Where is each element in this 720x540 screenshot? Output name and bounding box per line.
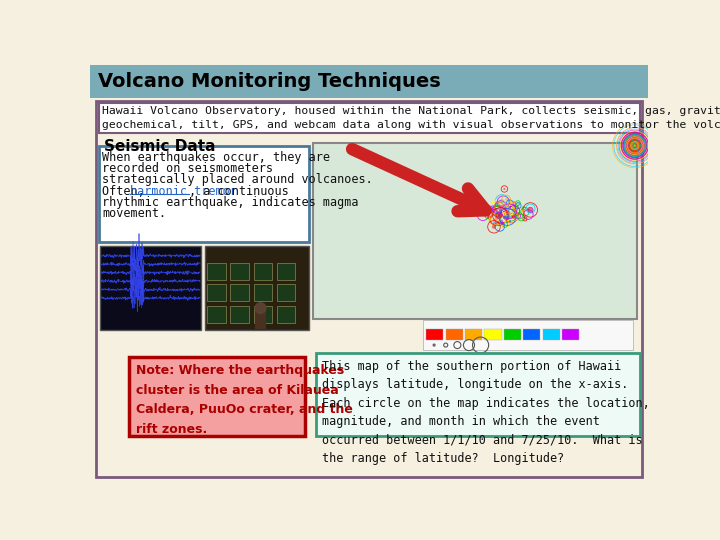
FancyBboxPatch shape bbox=[485, 329, 502, 340]
FancyBboxPatch shape bbox=[316, 353, 640, 436]
Circle shape bbox=[497, 205, 498, 206]
Circle shape bbox=[492, 225, 496, 229]
Text: Note: Where the earthquakes
cluster is the area of Kilauea
Caldera, PuuOo crater: Note: Where the earthquakes cluster is t… bbox=[137, 364, 354, 436]
Circle shape bbox=[512, 206, 514, 208]
Circle shape bbox=[514, 211, 516, 213]
Circle shape bbox=[524, 218, 526, 220]
Circle shape bbox=[486, 209, 488, 210]
Text: recorded on seismometers: recorded on seismometers bbox=[102, 162, 274, 175]
FancyBboxPatch shape bbox=[276, 262, 295, 280]
FancyBboxPatch shape bbox=[313, 143, 637, 319]
FancyBboxPatch shape bbox=[230, 284, 249, 301]
Circle shape bbox=[502, 208, 503, 209]
FancyBboxPatch shape bbox=[253, 262, 272, 280]
FancyBboxPatch shape bbox=[207, 284, 225, 301]
FancyBboxPatch shape bbox=[465, 329, 482, 340]
FancyBboxPatch shape bbox=[276, 306, 295, 323]
Circle shape bbox=[517, 205, 519, 207]
FancyBboxPatch shape bbox=[207, 306, 225, 323]
Text: Volcano Monitoring Techniques: Volcano Monitoring Techniques bbox=[98, 72, 441, 91]
Circle shape bbox=[505, 198, 508, 201]
Circle shape bbox=[513, 217, 514, 218]
Circle shape bbox=[498, 205, 500, 208]
Text: Hawaii Volcano Observatory, housed within the National Park, collects seismic, g: Hawaii Volcano Observatory, housed withi… bbox=[102, 106, 720, 130]
Circle shape bbox=[517, 202, 518, 204]
Text: This map of the southern portion of Hawaii
displays latitude, longitude on the x: This map of the southern portion of Hawa… bbox=[323, 360, 650, 465]
Circle shape bbox=[503, 188, 505, 190]
FancyBboxPatch shape bbox=[276, 284, 295, 301]
FancyBboxPatch shape bbox=[543, 329, 559, 340]
Text: When earthquakes occur, they are: When earthquakes occur, they are bbox=[102, 151, 330, 164]
FancyBboxPatch shape bbox=[255, 309, 266, 329]
FancyBboxPatch shape bbox=[253, 306, 272, 323]
FancyBboxPatch shape bbox=[230, 262, 249, 280]
Text: strategically placed around volcanoes.: strategically placed around volcanoes. bbox=[102, 173, 373, 186]
FancyBboxPatch shape bbox=[426, 329, 444, 340]
FancyBboxPatch shape bbox=[90, 65, 648, 98]
Circle shape bbox=[498, 215, 500, 217]
FancyBboxPatch shape bbox=[129, 357, 305, 436]
Circle shape bbox=[492, 210, 493, 211]
FancyBboxPatch shape bbox=[423, 320, 632, 350]
Circle shape bbox=[489, 212, 491, 214]
FancyBboxPatch shape bbox=[523, 329, 540, 340]
Text: movement.: movement. bbox=[102, 207, 166, 220]
Circle shape bbox=[505, 214, 510, 220]
FancyBboxPatch shape bbox=[446, 329, 463, 340]
FancyBboxPatch shape bbox=[230, 306, 249, 323]
FancyBboxPatch shape bbox=[504, 329, 521, 340]
Circle shape bbox=[489, 217, 490, 218]
FancyBboxPatch shape bbox=[99, 146, 309, 242]
Circle shape bbox=[499, 205, 503, 208]
Circle shape bbox=[507, 217, 508, 219]
Circle shape bbox=[528, 207, 533, 212]
Text: rhythmic earthquake, indicates magma: rhythmic earthquake, indicates magma bbox=[102, 195, 359, 208]
Circle shape bbox=[495, 213, 501, 219]
Circle shape bbox=[508, 213, 511, 217]
FancyBboxPatch shape bbox=[253, 284, 272, 301]
Circle shape bbox=[500, 199, 504, 204]
Circle shape bbox=[488, 211, 489, 212]
Circle shape bbox=[493, 218, 497, 221]
Circle shape bbox=[495, 208, 498, 211]
Circle shape bbox=[493, 211, 495, 213]
FancyBboxPatch shape bbox=[204, 246, 309, 330]
Text: Often,: Often, bbox=[102, 185, 152, 198]
Circle shape bbox=[498, 213, 503, 218]
FancyBboxPatch shape bbox=[100, 246, 201, 330]
FancyBboxPatch shape bbox=[562, 329, 579, 340]
Text: harmonic tremor: harmonic tremor bbox=[130, 185, 237, 198]
Text: , a continuous: , a continuous bbox=[189, 185, 288, 198]
Circle shape bbox=[255, 303, 266, 314]
FancyBboxPatch shape bbox=[99, 103, 640, 132]
FancyBboxPatch shape bbox=[207, 262, 225, 280]
Circle shape bbox=[493, 200, 494, 202]
FancyBboxPatch shape bbox=[96, 101, 642, 477]
Text: Seismic Data: Seismic Data bbox=[104, 139, 215, 154]
Circle shape bbox=[506, 207, 508, 208]
Circle shape bbox=[509, 215, 510, 216]
Circle shape bbox=[495, 211, 498, 214]
Circle shape bbox=[510, 216, 513, 219]
